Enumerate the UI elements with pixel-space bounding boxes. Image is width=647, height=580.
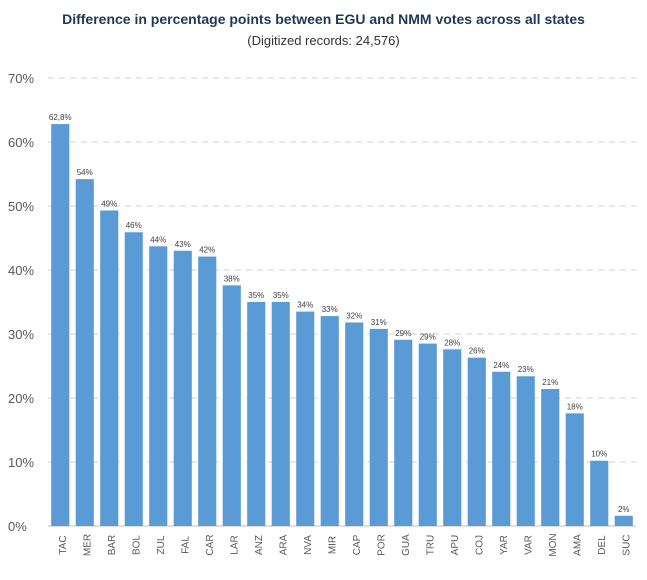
bar-fal [173,250,192,527]
x-tick-label-por: POR [376,534,387,556]
bar-car [198,256,217,526]
data-label-car: 42% [199,246,215,255]
bars [51,124,633,527]
bar-tru [418,343,437,526]
x-tick-label-var: VAR [523,535,534,555]
y-tick-label: 70% [8,71,34,86]
y-tick-label: 0% [8,519,27,534]
data-label-mon: 21% [542,378,558,387]
bar-gua [394,339,413,526]
x-tick-label-mer: MER [82,534,93,556]
x-tick-label-del: DEL [597,535,608,555]
bar-mir [320,316,339,526]
bar-apu [443,349,462,526]
x-tick-label-apu: APU [450,535,461,556]
y-tick-label: 50% [8,199,34,214]
bar-mer [75,179,94,526]
data-label-por: 31% [371,318,387,327]
x-tick-label-ara: ARA [278,534,289,555]
x-tick-label-bol: BOL [131,535,142,555]
data-label-coj: 26% [469,347,485,356]
bar-por [369,328,388,526]
x-tick-label-fal: FAL [180,536,191,554]
data-label-cap: 32% [346,311,362,320]
bar-yar [492,371,511,526]
bar-var [516,376,535,526]
x-axis-tick-labels: TAC MER BAR BOL ZUL FAL CAR LAR ANZ ARA NVA MIR CAP P… [58,533,633,556]
x-tick-label-gua: GUA [401,534,412,556]
bar-bol [124,232,143,527]
x-tick-label-car: CAR [205,534,216,555]
x-tick-label-yar: YAR [499,535,510,555]
data-label-tru: 29% [420,333,436,342]
bar-cap [345,322,364,526]
data-label-suc: 2% [618,505,630,514]
data-label-fal: 43% [175,240,191,249]
y-tick-label: 60% [8,135,34,150]
bar-ama [565,413,584,526]
data-label-del: 10% [591,450,607,459]
data-label-yar: 24% [493,361,509,370]
x-tick-label-coj: COJ [474,535,485,555]
bar-ara [271,302,290,526]
data-label-ara: 35% [273,291,289,300]
y-tick-label: 10% [8,455,34,470]
bar-del [590,460,609,526]
data-label-bar: 49% [101,199,117,208]
bar-suc [614,515,633,526]
x-tick-label-zul: ZUL [156,535,167,554]
data-label-mir: 33% [322,305,338,314]
data-label-nva: 34% [297,301,313,310]
bar-mon [541,389,560,526]
y-tick-label: 40% [8,263,34,278]
x-tick-label-suc: SUC [621,534,632,555]
bar-anz [247,302,266,526]
data-label-anz: 35% [248,291,264,300]
bar-nva [296,311,315,526]
chart-subtitle: (Digitized records: 24,576) [247,33,400,48]
data-labels: 62,8% 54% 49% 46% 44% 43% 42% 38% 35% 35% 34% 33% 32… [49,113,630,514]
gridlines [48,77,636,527]
x-tick-label-ama: AMA [572,534,583,556]
x-tick-label-cap: CAP [352,534,363,555]
x-tick-label-bar: BAR [107,535,118,556]
bar-lar [222,285,241,526]
bar-zul [149,246,168,526]
data-label-zul: 44% [150,235,166,244]
data-label-mer: 54% [77,168,93,177]
x-tick-label-mon: MON [548,533,559,556]
data-label-gua: 29% [395,329,411,338]
data-label-tac: 62,8% [49,113,72,122]
data-label-lar: 38% [224,274,240,283]
x-tick-label-tac: TAC [58,535,69,554]
y-tick-label: 30% [8,327,34,342]
x-tick-label-nva: NVA [303,535,314,555]
data-label-bol: 46% [126,221,142,230]
bar-tac [51,124,70,526]
x-tick-label-tru: TRU [425,535,436,556]
y-tick-label: 20% [8,391,34,406]
chart-title: Difference in percentage points between … [62,11,585,27]
x-tick-label-mir: MIR [327,536,338,554]
bar-coj [467,357,486,526]
x-tick-label-lar: LAR [229,535,240,554]
data-label-ama: 18% [567,402,583,411]
x-tick-label-anz: ANZ [254,535,265,555]
data-label-apu: 28% [444,338,460,347]
data-label-var: 23% [518,365,534,374]
y-axis-tick-labels: 0% 10% 20% 30% 40% 50% 60% 70% [8,71,34,534]
bar-bar [100,210,119,527]
